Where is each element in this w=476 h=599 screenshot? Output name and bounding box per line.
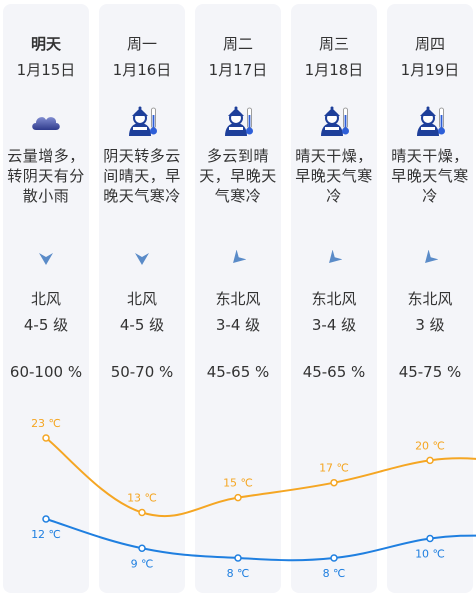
humidity: 60-100 % [9, 363, 83, 381]
forecast-day-column[interactable]: 周一 1月16日 阴天转多云 间晴天，早 晚天气寒冷 北风 4-5 级 50-7… [99, 4, 185, 593]
arrow-southwest-icon [425, 250, 438, 263]
wind-level: 4-5 级 [23, 316, 69, 334]
forecast-day-column[interactable]: 周二 1月17日 多云到晴 天，早晚天 气寒冷 东北风 3-4 级 45-65 … [195, 4, 281, 593]
wind-direction: 东北风 [311, 290, 357, 308]
humidity: 45-65 % [206, 363, 270, 381]
date-label: 1月17日 [208, 61, 268, 79]
weather-description: 阴天转多云 间晴天，早 晚天气寒冷 [103, 147, 181, 205]
date-label: 1月16日 [112, 61, 172, 79]
day-label: 周四 [414, 35, 445, 53]
wind-level: 3-4 级 [311, 316, 357, 334]
cold-warning-icon [417, 106, 445, 136]
day-label: 周一 [126, 35, 157, 53]
arrow-southwest-icon [329, 250, 342, 263]
arrow-down-icon [39, 253, 53, 265]
arrow-down-icon [135, 253, 149, 265]
arrow-southwest-icon [233, 250, 246, 263]
wind-direction: 东北风 [215, 290, 261, 308]
date-label: 1月19日 [400, 61, 460, 79]
day-label: 周三 [318, 35, 349, 53]
cold-warning-icon [225, 106, 253, 136]
cold-warning-icon [129, 106, 157, 136]
humidity: 45-65 % [302, 363, 366, 381]
weather-description: 云量增多， 转阴天有分 散小雨 [7, 147, 85, 205]
cold-warning-icon [321, 106, 349, 136]
forecast-day-column[interactable]: 周三 1月18日 晴天干燥， 早晚天气寒 冷 东北风 3-4 级 45-65 % [291, 4, 377, 593]
date-label: 1月15日 [16, 61, 76, 79]
forecast-day-column[interactable]: 明天 1月15日 云量增多， 转阴天有分 散小雨 北风 4-5 级 60-100… [3, 4, 89, 593]
wind-direction: 北风 [126, 290, 157, 308]
wind-level: 3-4 级 [215, 316, 261, 334]
forecast-day-column[interactable]: 周四 1月19日 晴天干燥， 早晚天气寒 冷 东北风 3 级 45-75 % [387, 4, 473, 593]
date-label: 1月18日 [304, 61, 364, 79]
day-label: 明天 [30, 35, 61, 53]
wind-level: 4-5 级 [119, 316, 165, 334]
humidity: 50-70 % [110, 363, 174, 381]
weather-description: 多云到晴 天，早晚天 气寒冷 [199, 147, 277, 205]
humidity: 45-75 % [398, 363, 462, 381]
day-label: 周二 [222, 35, 253, 53]
weather-description: 晴天干燥， 早晚天气寒 冷 [295, 147, 373, 205]
wind-level: 3 级 [415, 316, 445, 334]
weather-description: 晴天干燥， 早晚天气寒 冷 [391, 147, 469, 205]
wind-direction: 北风 [30, 290, 61, 308]
wind-direction: 东北风 [407, 290, 453, 308]
cloud-rain-icon [32, 117, 60, 130]
